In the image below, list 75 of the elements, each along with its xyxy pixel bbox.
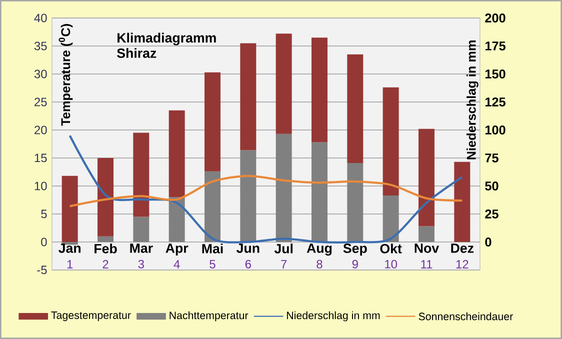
- y-tick-label: 0: [41, 238, 47, 246]
- y-tick-label: 20: [34, 126, 47, 134]
- x2-tick-label: 8: [316, 260, 322, 268]
- y2-tick-label: 75: [485, 154, 498, 162]
- legend-label: Niederschlag in mm: [287, 311, 380, 322]
- text: Klimadiagramm Shiraz: [117, 32, 216, 58]
- y-tick-label: 10: [34, 182, 47, 190]
- x-tick-label: Feb: [94, 244, 117, 254]
- x-tick-label: Nov: [414, 244, 440, 253]
- y2-axis-title: Niederschlag in mm: [466, 40, 478, 160]
- legend-label: Sonnenscheindauer: [418, 312, 513, 320]
- y2-tick-label: 125: [485, 98, 506, 106]
- x2-tick-label: 10: [385, 260, 398, 268]
- x2-tick-label: 11: [421, 260, 432, 268]
- bar: [276, 34, 292, 134]
- x-tick-label: Aug: [306, 244, 332, 256]
- bar: [168, 197, 185, 242]
- bar: [204, 72, 220, 172]
- bar: [240, 43, 256, 150]
- legend-label: Tagestemperatur: [51, 312, 131, 322]
- bar: [204, 171, 220, 242]
- bar: [240, 150, 256, 242]
- y-tick-label: 5: [41, 210, 47, 218]
- x-tick-label: Jan: [58, 244, 80, 253]
- bar: [168, 110, 185, 198]
- x-tick-label: Jun: [236, 244, 260, 253]
- bar: [62, 242, 78, 245]
- y2-tick-label: 150: [485, 70, 506, 78]
- y2-tick-label: 200: [485, 14, 506, 22]
- legend-label: Nachttemperatur: [170, 311, 248, 322]
- y-tick-label: 40: [34, 14, 47, 22]
- x-tick-label: Sep: [343, 244, 367, 256]
- bar: [133, 216, 150, 242]
- bar: [454, 162, 470, 242]
- y-tick-label: 25: [34, 98, 47, 106]
- x2-tick-label: 9: [352, 260, 358, 268]
- bar: [418, 128, 434, 226]
- x2-tick-label: 1: [67, 260, 73, 268]
- y2-tick-label: 175: [485, 42, 506, 50]
- bar: [347, 163, 364, 242]
- x2-tick-label: 6: [245, 260, 251, 268]
- x2-tick-label: 5: [210, 260, 216, 268]
- y2-tick-label: 50: [485, 182, 498, 190]
- line-series: [68, 134, 464, 244]
- x2-tick-label: 12: [456, 260, 468, 268]
- x-tick-label: Apr: [166, 244, 188, 256]
- x2-tick-label: 3: [138, 260, 144, 268]
- y2-tick-label: 0: [485, 238, 492, 246]
- y-tick-label: 15: [34, 154, 47, 162]
- x-tick-label: Okt: [380, 244, 402, 254]
- bar: [98, 158, 114, 236]
- bar: [312, 142, 328, 242]
- bar: [276, 134, 292, 242]
- bar: [62, 176, 78, 242]
- bar: [382, 87, 399, 196]
- line-series: [68, 174, 464, 208]
- bar: [347, 54, 364, 164]
- bar: [418, 226, 434, 242]
- x-tick-label: Mar: [130, 244, 153, 253]
- y2-tick-label: 100: [485, 126, 506, 134]
- y2-tick-label: 25: [485, 210, 498, 218]
- x2-tick-label: 7: [281, 260, 287, 268]
- x2-tick-label: 2: [102, 260, 108, 268]
- x-tick-label: Jul: [274, 244, 293, 254]
- y-tick-label: 30: [34, 70, 47, 78]
- y-axis-title: Temperature ($^{0}$C): [58, 24, 73, 126]
- x-tick-label: Dez: [451, 244, 474, 253]
- y-tick-label: 35: [34, 42, 47, 50]
- bar: [312, 38, 328, 142]
- bar: [98, 236, 114, 242]
- x-tick-label: Mai: [202, 244, 223, 254]
- y-tick-label: -5: [37, 266, 47, 274]
- bar: [382, 196, 399, 242]
- x2-tick-label: 4: [174, 260, 180, 268]
- bar: [133, 132, 150, 217]
